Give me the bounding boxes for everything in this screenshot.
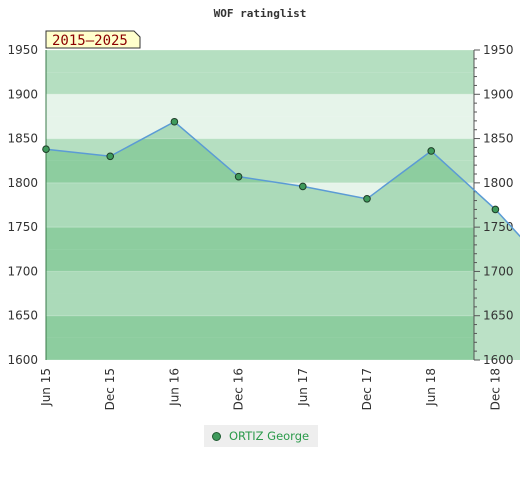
x-tick-label: Jun 18 (424, 368, 438, 407)
x-tick-label: Dec 16 (232, 368, 246, 410)
background-band (46, 94, 474, 117)
period-badge-text: 2015–2025 (52, 33, 128, 49)
data-point (363, 195, 371, 203)
data-markers (42, 117, 500, 214)
y-tick-label-right: 1900 (483, 87, 514, 101)
y-tick-label-right: 1600 (483, 353, 514, 367)
background-band (46, 50, 474, 73)
background-band (46, 337, 474, 360)
y-tick-label-left: 1650 (7, 309, 38, 323)
background-band (46, 138, 474, 161)
x-tick-label: Dec 18 (488, 368, 502, 410)
chart-title: WOF ratinglist (214, 7, 307, 20)
background-band (46, 116, 474, 139)
x-axis: Jun 15 Dec 15 Jun 16 Dec 16 Jun 17 Dec 17 Jun … (39, 368, 502, 410)
y-tick-label-right: 1700 (483, 264, 514, 278)
y-tick-label-left: 1600 (7, 353, 38, 367)
legend-label: ORTIZ George (229, 429, 310, 443)
y-axis-right: 1600 1650 1700 1750 1800 1850 1900 1950 (473, 43, 514, 367)
y-tick-label-right: 1750 (483, 220, 514, 234)
data-point (427, 147, 436, 155)
data-point (491, 205, 500, 214)
legend-marker-icon (212, 431, 221, 441)
y-tick-label-right: 1800 (483, 176, 514, 190)
y-tick-label-left: 1750 (7, 220, 38, 234)
period-badge: 2015–2025 (45, 30, 141, 49)
y-tick-label-left: 1700 (7, 264, 38, 278)
y-tick-label-right: 1650 (483, 309, 514, 323)
background-band (46, 160, 474, 183)
data-point (234, 172, 243, 181)
x-tick-label: Jun 15 (39, 368, 53, 407)
background-band (46, 271, 474, 294)
y-tick-label-right: 1950 (483, 43, 514, 57)
y-tick-label-left: 1950 (7, 43, 38, 57)
y-tick-label-left: 1800 (7, 176, 38, 190)
x-tick-label: Dec 15 (103, 368, 117, 410)
x-tick-label: Jun 17 (296, 368, 310, 407)
background-band (46, 227, 474, 250)
x-tick-label: Dec 17 (360, 368, 374, 410)
grid-lines (46, 49, 474, 361)
rating-area (46, 121, 520, 360)
background-band (46, 205, 474, 228)
data-point (42, 145, 50, 153)
rating-area-fill (46, 121, 520, 360)
background-band (46, 249, 474, 272)
x-tick-label: Jun 16 (167, 368, 181, 407)
background-bands (46, 50, 474, 360)
background-band (46, 315, 474, 338)
y-tick-label-right: 1850 (483, 132, 514, 146)
y-axis-left: 1600 1650 1700 1750 1800 1850 1900 1950 (7, 43, 47, 367)
data-point (170, 117, 179, 126)
background-band (46, 72, 474, 95)
background-band (46, 293, 474, 316)
y-tick-label-left: 1900 (7, 87, 38, 101)
data-point (106, 152, 114, 161)
y-tick-label-left: 1850 (7, 132, 38, 146)
legend[interactable]: ORTIZ George (204, 425, 318, 447)
data-point (299, 182, 307, 191)
